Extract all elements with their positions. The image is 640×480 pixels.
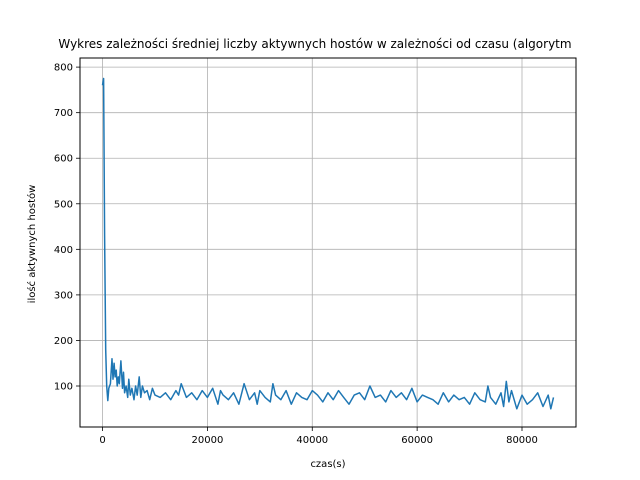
x-axis-ticks: 0 20000 40000 60000 80000 — [99, 427, 538, 446]
grid-lines — [80, 58, 576, 427]
x-tick-label: 20000 — [192, 435, 224, 446]
x-axis-label: czas(s) — [310, 459, 345, 470]
plot-area-frame — [79, 57, 577, 428]
x-tick-label: 60000 — [401, 435, 433, 446]
y-tick-label: 200 — [54, 336, 73, 347]
series-layer — [101, 77, 555, 410]
y-axis-ticks: 100 200 300 400 500 600 700 800 — [54, 63, 80, 393]
x-tick-label: 40000 — [296, 435, 328, 446]
y-tick-label: 600 — [54, 154, 73, 165]
y-tick-label: 700 — [54, 108, 73, 119]
y-tick-label: 800 — [54, 63, 73, 74]
chart-title: Wykres zależności średniej liczby aktywn… — [58, 37, 571, 51]
y-tick-label: 400 — [54, 245, 73, 256]
y-tick-label: 300 — [54, 290, 73, 301]
x-tick-label: 0 — [99, 435, 105, 446]
y-tick-label: 500 — [54, 199, 73, 210]
y-tick-label: 100 — [54, 382, 73, 393]
series-line-0 — [101, 77, 555, 410]
y-axis-label: ilość aktywnych hostów — [26, 185, 38, 304]
x-tick-label: 80000 — [506, 435, 538, 446]
